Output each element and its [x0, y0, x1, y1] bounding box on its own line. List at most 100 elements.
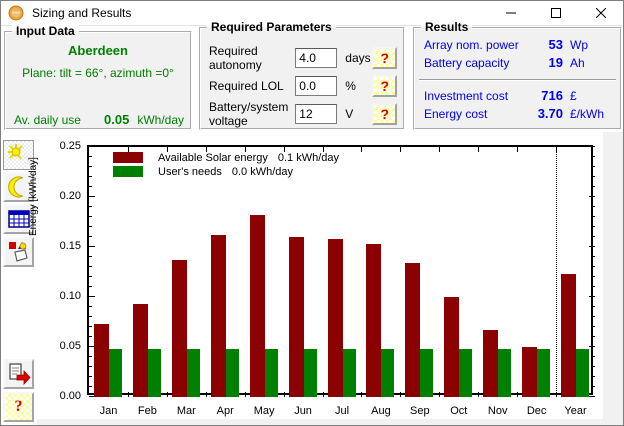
results-panel: Results Array nom. power 53 Wp Battery c… — [413, 20, 622, 130]
bar-solar-nov — [483, 330, 499, 397]
minimize-button[interactable] — [488, 1, 533, 25]
y-tick — [592, 306, 595, 307]
table-view-button[interactable] — [3, 204, 34, 234]
autonomy-row: Required autonomy days ? — [209, 44, 397, 72]
x-tick — [517, 392, 519, 397]
y-tick — [89, 156, 92, 157]
battery-capacity-label: Battery capacity — [424, 56, 510, 70]
y-tick — [89, 236, 92, 237]
night-view-button[interactable] — [3, 172, 34, 202]
copy-chart-button[interactable] — [3, 237, 34, 267]
bar-needs-may — [264, 349, 278, 397]
x-tick — [517, 147, 519, 152]
autonomy-label: Required autonomy — [209, 44, 262, 72]
export-report-button[interactable] — [3, 359, 34, 389]
x-tick — [127, 392, 129, 397]
legend-value-needs: 0.0 kWh/day — [231, 165, 293, 178]
bar-solar-jun — [288, 237, 304, 397]
lol-help-button[interactable]: ? — [372, 75, 397, 97]
battery-capacity-unit: Ah — [570, 56, 585, 70]
x-tick-label: Jan — [99, 405, 118, 417]
moon-icon — [7, 176, 23, 198]
investment-cost-unit: £ — [570, 89, 577, 103]
y-tick — [89, 296, 95, 297]
close-icon — [595, 8, 606, 18]
y-tick-label: 0.10 — [59, 290, 81, 302]
x-tick — [283, 147, 285, 152]
bar-needs-mar — [186, 349, 200, 397]
x-tick-label: Aug — [371, 405, 391, 417]
y-tick — [89, 186, 92, 187]
bar-solar-may — [249, 215, 265, 397]
bar-solar-feb — [132, 304, 148, 397]
y-tick — [89, 396, 95, 397]
y-tick — [89, 226, 92, 227]
y-tick — [89, 326, 92, 327]
energy-cost-unit: £/kWh — [570, 107, 605, 121]
y-tick — [89, 286, 92, 287]
x-tick — [439, 147, 441, 152]
chart-copy-icon — [8, 242, 28, 262]
chart-legend: Available Solar energy 0.1 kWh/day User'… — [113, 151, 339, 179]
x-tick-label: Oct — [450, 405, 468, 417]
close-button[interactable] — [578, 1, 623, 25]
y-tick — [89, 246, 95, 247]
y-tick — [592, 166, 595, 167]
lol-label: Required LOL — [209, 79, 284, 93]
x-tick — [166, 147, 168, 152]
bar-needs-year — [576, 349, 590, 397]
daily-use-row: Av. daily use 0.05 kWh/day — [14, 112, 184, 127]
y-tick — [592, 286, 595, 287]
y-tick — [89, 376, 92, 377]
x-tick — [205, 392, 207, 397]
x-tick — [361, 147, 363, 152]
y-tick-label: 0.20 — [59, 190, 81, 202]
year-separator — [556, 147, 558, 397]
x-tick-label: Dec — [526, 405, 547, 417]
battery-capacity-value: 19 — [548, 55, 563, 70]
bar-needs-nov — [498, 349, 512, 397]
voltage-input[interactable] — [295, 104, 338, 124]
bar-needs-oct — [459, 349, 473, 397]
x-tick-label: Mar — [176, 405, 196, 417]
array-power-row: Array nom. power 53 Wp — [424, 37, 614, 53]
y-tick — [89, 176, 92, 177]
y-tick — [589, 346, 595, 347]
autonomy-input[interactable] — [295, 48, 338, 68]
voltage-help-button[interactable]: ? — [372, 103, 397, 125]
y-tick — [592, 216, 595, 217]
y-tick — [89, 196, 95, 197]
x-tick — [322, 392, 324, 397]
y-tick — [592, 186, 595, 187]
autonomy-help-button[interactable]: ? — [372, 47, 397, 69]
bar-needs-sep — [420, 349, 434, 397]
lol-unit: % — [345, 79, 356, 93]
y-tick — [592, 356, 595, 357]
daily-use-value: 0.05 — [104, 112, 130, 127]
y-tick — [589, 246, 595, 247]
x-tick — [556, 147, 558, 152]
x-tick — [166, 392, 168, 397]
y-tick-label: 0.15 — [59, 240, 81, 252]
lol-input[interactable] — [295, 76, 338, 96]
maximize-button[interactable] — [533, 1, 578, 25]
y-tick — [592, 326, 595, 327]
legend-label-solar: Available Solar energy — [158, 151, 268, 164]
help-button[interactable]: ? — [3, 392, 34, 422]
y-tick — [589, 146, 595, 147]
legend-row-needs: User's needs 0.0 kWh/day — [113, 165, 339, 178]
maximize-icon — [550, 8, 561, 18]
y-tick — [89, 276, 92, 277]
day-view-button[interactable] — [3, 140, 34, 170]
y-tick — [592, 206, 595, 207]
required-parameters-panel: Required Parameters Required autonomy da… — [199, 20, 405, 130]
bar-solar-apr — [210, 235, 226, 397]
array-power-label: Array nom. power — [424, 38, 519, 52]
y-tick — [89, 336, 92, 337]
lol-row: Required LOL % ? — [209, 75, 397, 97]
bar-solar-jul — [327, 239, 343, 397]
y-tick — [592, 236, 595, 237]
bar-needs-jun — [303, 349, 317, 397]
report-export-icon — [8, 363, 31, 386]
